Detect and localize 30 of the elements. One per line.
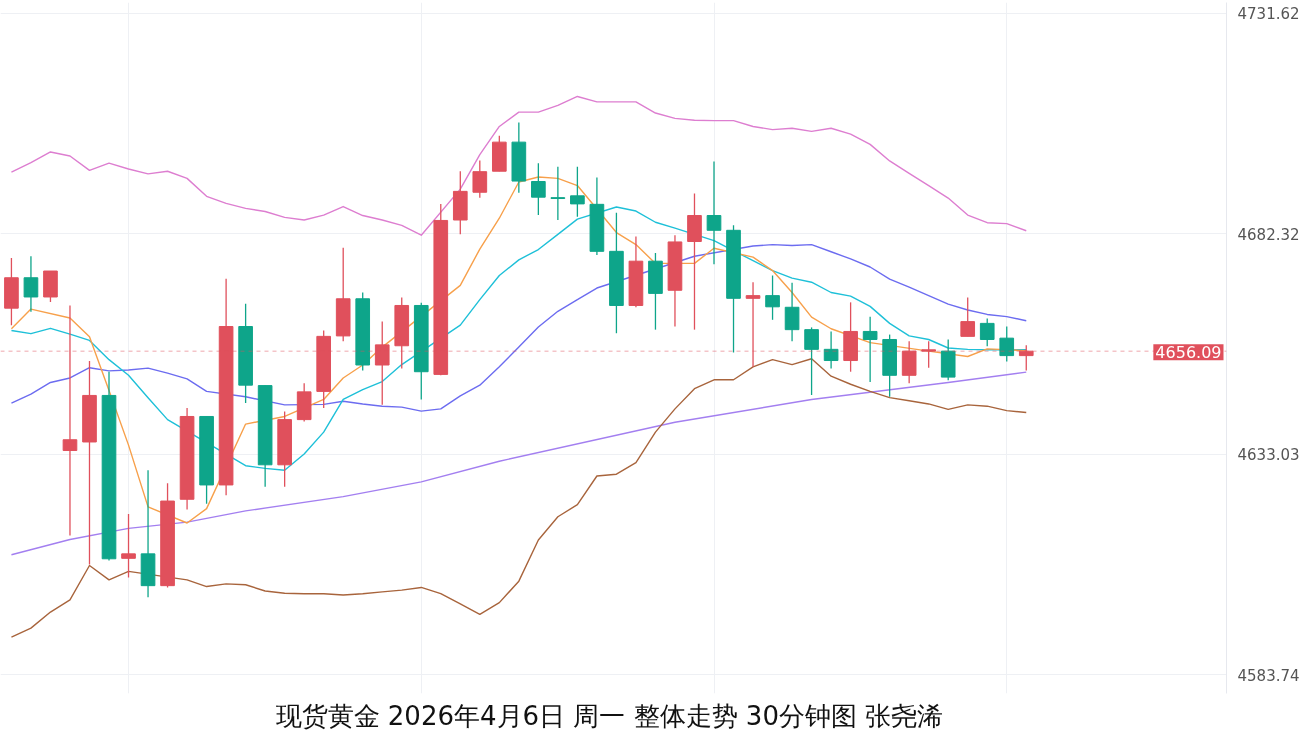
y-tick-label: 4682.32	[1237, 225, 1300, 244]
line-series	[10, 95, 1027, 236]
line-series	[10, 243, 1027, 412]
candlestick	[1018, 344, 1034, 372]
candlestick	[999, 325, 1015, 363]
candlestick	[570, 166, 585, 218]
candlestick	[472, 159, 488, 199]
candlestick	[765, 274, 780, 321]
candlestick	[706, 160, 722, 265]
line-series	[10, 371, 1027, 556]
candlestick	[921, 340, 937, 369]
candlestick	[121, 513, 136, 579]
y-tick-label: 4583.74	[1237, 666, 1300, 685]
candlestick	[960, 296, 976, 338]
candlestick	[862, 316, 878, 383]
candlestick	[979, 317, 995, 347]
candlestick	[23, 255, 39, 313]
ref-line-label: 4656.09	[1155, 343, 1222, 363]
candlestick	[62, 304, 78, 537]
text: 现货黄金 2026年4月6日 周一 整体走势 30分钟图 张尧浠	[275, 700, 944, 731]
y-tick-label: 4633.03	[1237, 446, 1300, 465]
y-tick-label: 4731.62	[1237, 5, 1300, 24]
candlestick	[531, 162, 546, 216]
candlestick	[784, 282, 800, 342]
candlestick	[550, 166, 566, 221]
candlestick	[823, 330, 839, 370]
candlestick	[374, 320, 390, 406]
candlestick	[745, 281, 761, 368]
candlestick	[804, 326, 819, 396]
line-series	[10, 358, 1027, 638]
